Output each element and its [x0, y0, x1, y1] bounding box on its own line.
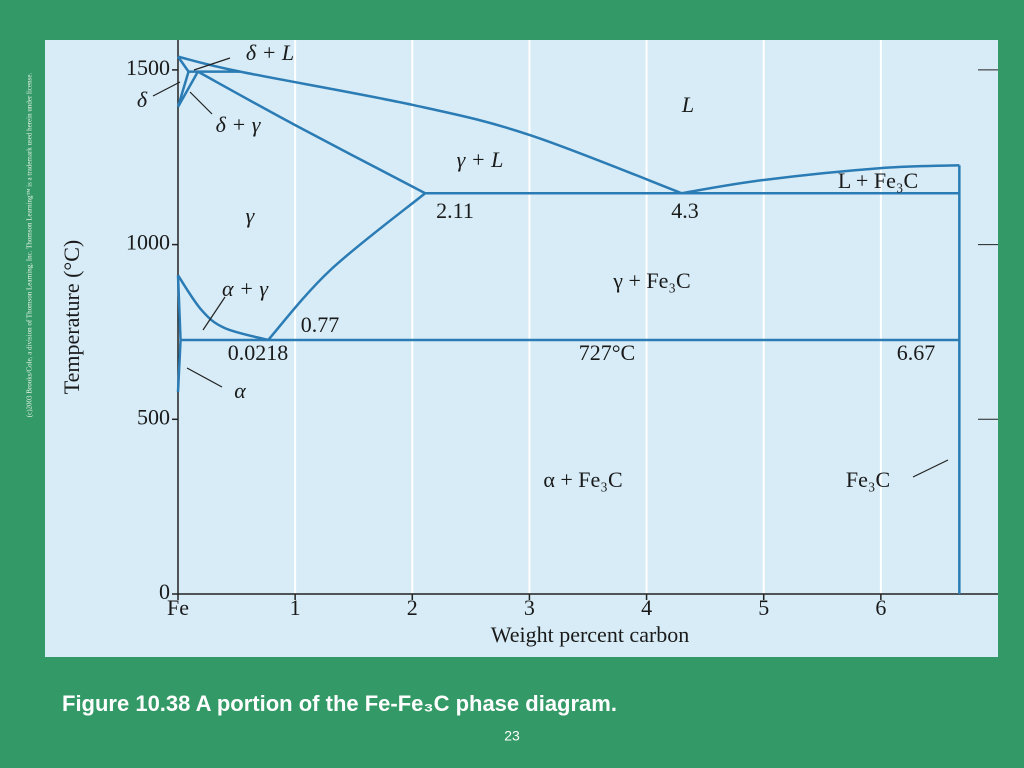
- y-axis-label: Temperature (°C): [59, 240, 84, 394]
- leader-line: [193, 57, 231, 71]
- phase-boundary: [681, 164, 960, 195]
- region-label: 727°C: [579, 340, 635, 365]
- x-tick-label: 1: [290, 595, 301, 620]
- region-label: 2.11: [436, 198, 474, 223]
- plot-background: [45, 40, 998, 657]
- leader-line: [186, 367, 223, 388]
- region-label: α + Fe₃C: [543, 467, 622, 492]
- region-label: α: [234, 378, 246, 403]
- region-label: 0.0218: [228, 340, 289, 365]
- leader-line: [189, 91, 213, 115]
- region-label: 4.3: [671, 198, 699, 223]
- region-label: γ + Fe₃C: [612, 268, 690, 293]
- caption: Figure 10.38 A portion of the Fe-Fe₃C ph…: [62, 691, 617, 716]
- phase-boundary: [176, 275, 182, 341]
- phase-boundary: [197, 70, 426, 195]
- region-label: γ + L: [457, 147, 504, 172]
- x-tick-label: 5: [758, 595, 769, 620]
- y-tick-label: 500: [137, 404, 170, 429]
- region-label: L: [681, 92, 694, 117]
- y-tick-label: 1000: [126, 230, 170, 255]
- region-label: δ + L: [246, 40, 294, 65]
- page-number: 23: [504, 728, 520, 744]
- region-label: 6.67: [897, 340, 936, 365]
- copyright: (c)2003 Brooks/Cole, a division of Thoms…: [26, 73, 34, 418]
- phase-boundary: [176, 274, 269, 342]
- x-axis-label: Weight percent carbon: [491, 622, 690, 647]
- x-tick-label: 6: [875, 595, 886, 620]
- phase-boundary: [176, 55, 190, 73]
- phase-boundary: [176, 71, 190, 108]
- x-tick-label: Fe: [167, 595, 189, 620]
- phase-boundary: [267, 192, 426, 341]
- x-tick-label: 3: [524, 595, 535, 620]
- region-label: Fe₃C: [846, 467, 890, 492]
- region-label: δ + γ: [216, 112, 262, 137]
- leader-line: [912, 459, 949, 478]
- region-label: 0.77: [301, 312, 340, 337]
- leader-line: [202, 296, 226, 331]
- region-label: γ: [246, 203, 256, 228]
- region-label: α + γ: [222, 276, 269, 301]
- x-tick-label: 4: [641, 595, 652, 620]
- leader-line: [152, 81, 181, 97]
- y-tick-label: 0: [159, 579, 170, 604]
- x-tick-label: 2: [407, 595, 418, 620]
- y-tick-label: 1500: [126, 55, 170, 80]
- phase-boundary: [176, 71, 200, 108]
- region-label: δ: [137, 87, 148, 112]
- phase-boundary: [176, 339, 182, 393]
- region-label: L + Fe₃C: [838, 168, 918, 193]
